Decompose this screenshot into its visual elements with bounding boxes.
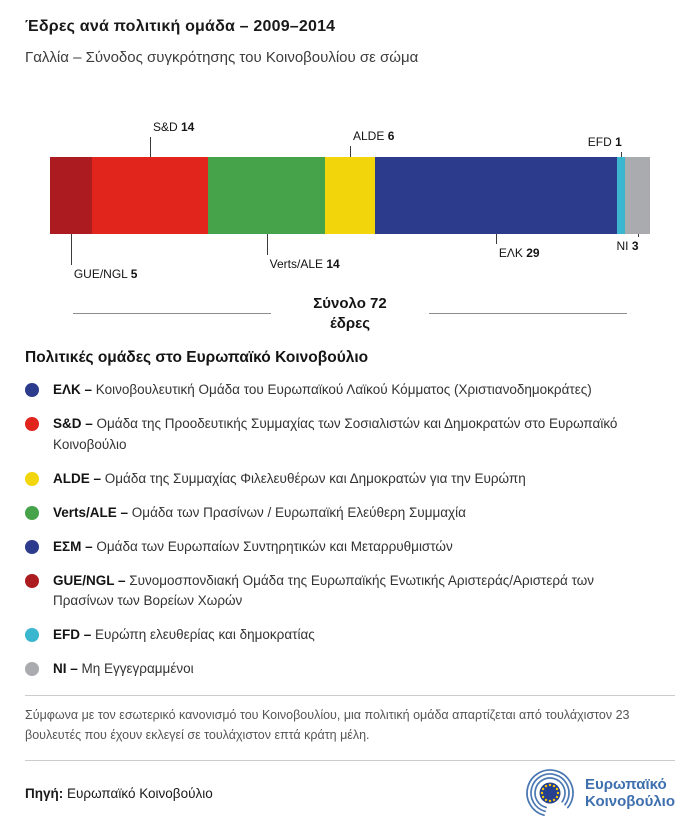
- bar-label-seats: 6: [387, 129, 395, 143]
- callout-line-ni: [637, 234, 639, 237]
- source-row: Πηγή: Ευρωπαϊκό Κοινοβούλιο: [25, 767, 675, 819]
- legend-color-dot: [25, 471, 39, 486]
- legend-item-2: S&D – Ομάδα της Προοδευτικής Συμμαχίας τ…: [25, 414, 675, 456]
- legend-item-7: EFD – Ευρώπη ελευθερίας και δημοκρατίας: [25, 625, 675, 646]
- divider-line-right: [428, 313, 628, 314]
- european-parliament-logo: Ευρωπαϊκό Κοινοβούλιο: [524, 767, 675, 819]
- source-divider: [25, 760, 675, 762]
- legend-color-dot: [25, 539, 39, 554]
- bar-segment-gue-ngl: [50, 157, 92, 234]
- footnote: Σύμφωνα με τον εσωτερικό κανονισμό του Κ…: [25, 708, 630, 743]
- legend-item-text: ALDE – Ομάδα της Συμμαχίας Φιλελευθέρων …: [53, 470, 526, 486]
- bar-segment-ni: [624, 157, 650, 234]
- callout-line-gue-ngl: [70, 234, 72, 265]
- legend-heading: Πολιτικές ομάδες στο Ευρωπαϊκό Κοινοβούλ…: [25, 349, 369, 366]
- bar-label-group: GUE/NGL: [73, 267, 131, 281]
- bar-label-seats: 29: [526, 246, 540, 260]
- bar-label-seats: 1: [615, 135, 622, 149]
- bar-segment-alde: [324, 157, 375, 234]
- legend-color-dot: [25, 628, 39, 643]
- legend-item-5: ΕΣΜ – Ομάδα των Ευρωπαίων Συντηρητικών κ…: [25, 537, 675, 558]
- legend-item-text: NI – Μη Εγγεγραμμένοι: [53, 661, 194, 677]
- bar-segment-verts-ale: [208, 157, 325, 234]
- callout-line-alde: [350, 146, 351, 157]
- bar-label-ni: NI 3: [616, 239, 638, 253]
- legend-item-text: S&D – Ομάδα της Προοδευτικής Συμμαχίας τ…: [53, 415, 618, 452]
- legend-color-dot: [25, 416, 39, 431]
- total-seats-count: Σύνολο 72: [313, 295, 387, 312]
- bar-label-gue-ngl: GUE/NGL 5: [74, 267, 138, 281]
- bar-label-group: EFD: [587, 135, 616, 149]
- ep-logo-line2: Κοινοβούλιο: [584, 793, 675, 811]
- bar-label-seats: 14: [181, 120, 195, 134]
- bar-segment-s-d: [91, 157, 209, 234]
- bar-label-seats: 3: [631, 239, 639, 253]
- callout-line-verts-ale: [266, 234, 268, 255]
- bar-label-s-d: S&D 14: [153, 120, 194, 134]
- total-divider: Σύνολο 72 έδρες: [73, 294, 628, 333]
- bar-label-verts-ale: Verts/ALE 14: [270, 257, 340, 271]
- legend-item-4: Verts/ALE – Ομάδα των Πρασίνων / Ευρωπαϊ…: [25, 503, 675, 524]
- bar-label-group: NI: [616, 239, 632, 253]
- page-title: Έδρες ανά πολιτική ομάδα – 2009–2014: [25, 18, 336, 35]
- bar-label-group: ΕΛΚ: [498, 246, 527, 260]
- bar-segment-efd: [616, 157, 625, 234]
- legend-item-text: EFD – Ευρώπη ελευθερίας και δημοκρατίας: [53, 627, 315, 643]
- ep-hemicycle-icon: [526, 769, 574, 818]
- page-subtitle: Γαλλία – Σύνοδος συγκρότησης του Κοινοβο…: [25, 49, 419, 66]
- bar-label-alde: ALDE 6: [353, 129, 394, 143]
- total-seats-unit: έδρες: [329, 314, 371, 332]
- bar-label-seats: 5: [130, 267, 138, 281]
- bar-segment-ελκ: [374, 157, 617, 234]
- legend-color-dot: [25, 383, 39, 397]
- source-label: Πηγή:: [25, 785, 64, 801]
- legend-item-text: ΕΛΚ – Κοινοβουλευτική Ομάδα του Ευρωπαϊκ…: [53, 382, 592, 397]
- eu-flag-circle: [539, 782, 561, 804]
- ep-logo-text: Ευρωπαϊκό Κοινοβούλιο: [585, 776, 675, 811]
- legend-color-dot: [25, 573, 39, 588]
- bar-label-efd: EFD 1: [588, 135, 622, 149]
- legend-item-6: GUE/NGL – Συνομοσπονδιακή Ομάδα της Ευρω…: [25, 571, 675, 613]
- source-text: Ευρωπαϊκό Κοινοβούλιο: [67, 785, 213, 801]
- legend-item-text: GUE/NGL – Συνομοσπονδιακή Ομάδα της Ευρω…: [53, 572, 595, 609]
- legend-color-dot: [25, 505, 39, 520]
- bar-label-ελκ: ΕΛΚ 29: [499, 246, 540, 260]
- stacked-bar: [50, 157, 650, 234]
- bar-label-group: ALDE: [353, 129, 388, 143]
- callout-line-s-d: [150, 137, 151, 157]
- legend-item-1: ΕΛΚ – Κοινοβουλευτική Ομάδα του Ευρωπαϊκ…: [25, 380, 675, 401]
- ep-logo-line1: Ευρωπαϊκό: [584, 775, 667, 793]
- legend-list: ΕΛΚ – Κοινοβουλευτική Ομάδα του Ευρωπαϊκ…: [25, 380, 675, 680]
- legend-color-dot: [25, 662, 39, 677]
- callout-line-efd: [620, 152, 622, 157]
- bar-label-group: Verts/ALE: [269, 257, 327, 271]
- eu-stars: [540, 784, 560, 803]
- footnote-divider: [25, 695, 675, 697]
- legend-item-3: ALDE – Ομάδα της Συμμαχίας Φιλελευθέρων …: [25, 469, 675, 490]
- legend-item-text: ΕΣΜ – Ομάδα των Ευρωπαίων Συντηρητικών κ…: [53, 538, 453, 554]
- seats-chart: GUE/NGL 5 S&D 14 Verts/ALE 14 ALDE 6 ΕΛΚ 29 E…: [50, 112, 650, 284]
- legend-item-text: Verts/ALE – Ομάδα των Πρασίνων / Ευρωπαϊ…: [53, 504, 466, 520]
- bar-callouts: GUE/NGL 5 S&D 14 Verts/ALE 14 ALDE 6 ΕΛΚ 29 E…: [50, 112, 650, 284]
- callout-line-ελκ: [495, 234, 497, 244]
- total-seats: Σύνολο 72 έδρες: [271, 294, 428, 333]
- legend-item-8: NI – Μη Εγγεγραμμένοι: [25, 659, 675, 680]
- bar-label-seats: 14: [326, 257, 340, 271]
- source-line: Πηγή: Ευρωπαϊκό Κοινοβούλιο: [25, 786, 213, 801]
- bar-label-group: S&D: [152, 120, 181, 134]
- divider-line-left: [73, 313, 272, 314]
